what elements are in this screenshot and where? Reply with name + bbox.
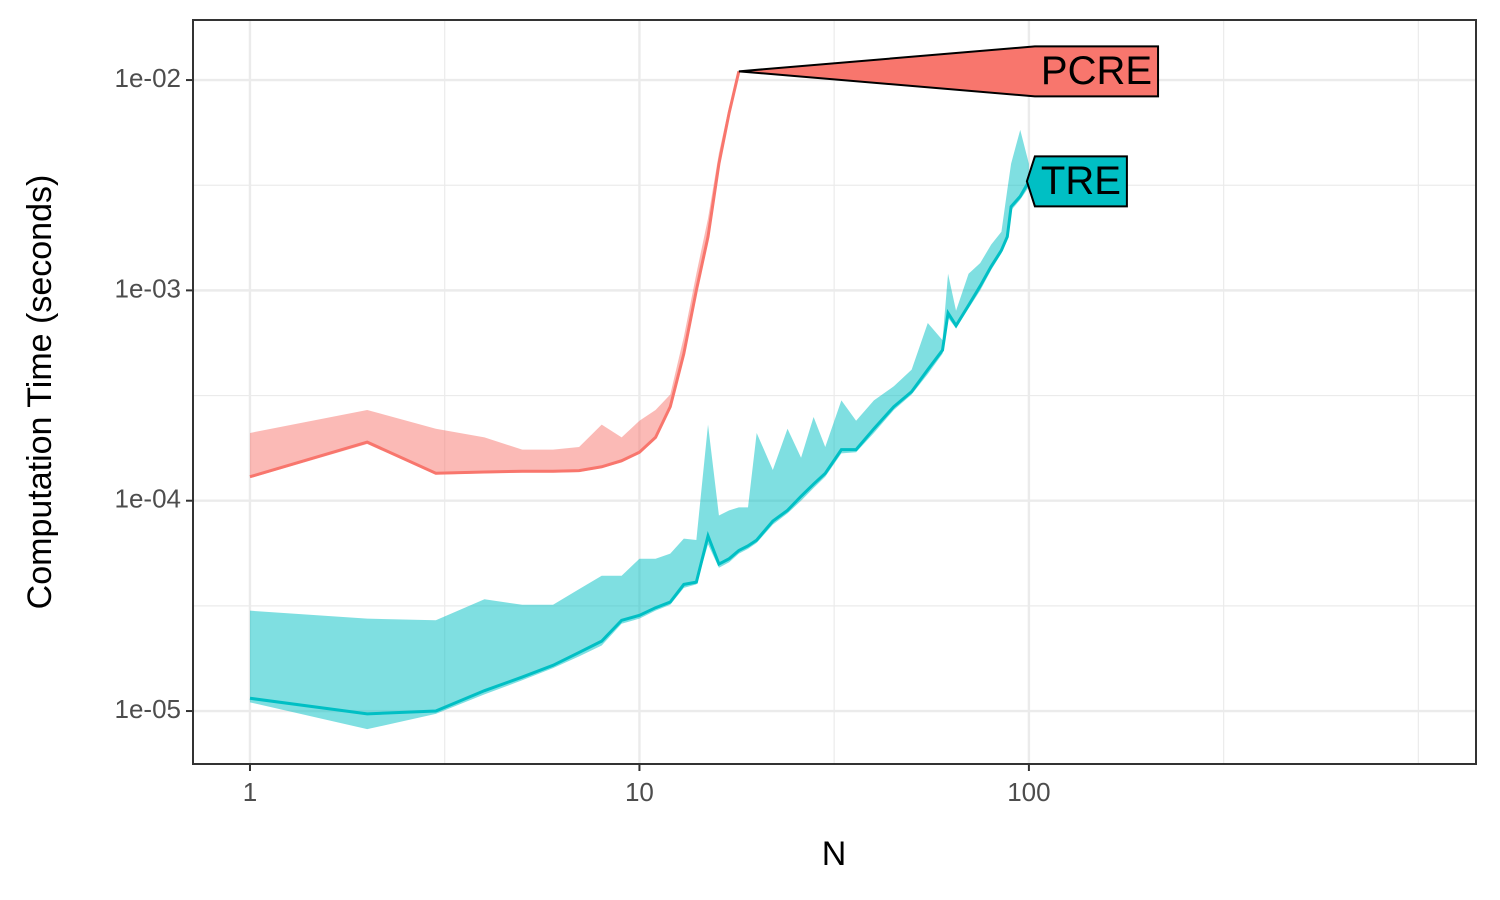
x-tick-label: 10 (625, 777, 654, 807)
y-tick-label: 1e-04 (115, 484, 182, 514)
series-label: PCRE (1041, 49, 1152, 93)
y-tick-label: 1e-05 (115, 694, 182, 724)
series-label-box (1025, 155, 1128, 208)
series-label: TRE (1041, 159, 1121, 203)
y-tick-label: 1e-02 (115, 63, 182, 93)
x-axis-title: N (822, 835, 847, 873)
line (249, 180, 1031, 716)
x-tick-label: 1 (243, 777, 257, 807)
line (249, 71, 741, 479)
y-tick-label: 1e-03 (115, 273, 182, 303)
y-axis-title: Computation Time (seconds) (21, 175, 59, 610)
panel-border (192, 19, 1477, 765)
x-tick-label: 100 (1007, 777, 1050, 807)
ribbon (249, 71, 739, 479)
series-label-box (738, 45, 1160, 98)
